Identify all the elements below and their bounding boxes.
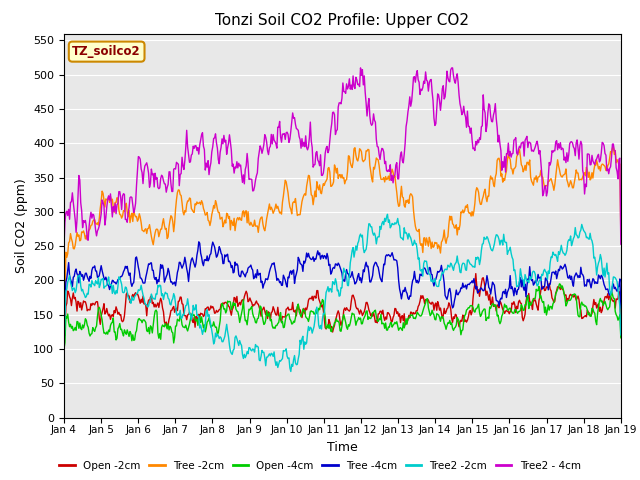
Legend: Open -2cm, Tree -2cm, Open -4cm, Tree -4cm, Tree2 -2cm, Tree2 - 4cm: Open -2cm, Tree -2cm, Open -4cm, Tree -4… [55,456,585,475]
Text: TZ_soilco2: TZ_soilco2 [72,45,141,58]
X-axis label: Time: Time [327,441,358,454]
Title: Tonzi Soil CO2 Profile: Upper CO2: Tonzi Soil CO2 Profile: Upper CO2 [216,13,469,28]
Y-axis label: Soil CO2 (ppm): Soil CO2 (ppm) [15,178,28,273]
